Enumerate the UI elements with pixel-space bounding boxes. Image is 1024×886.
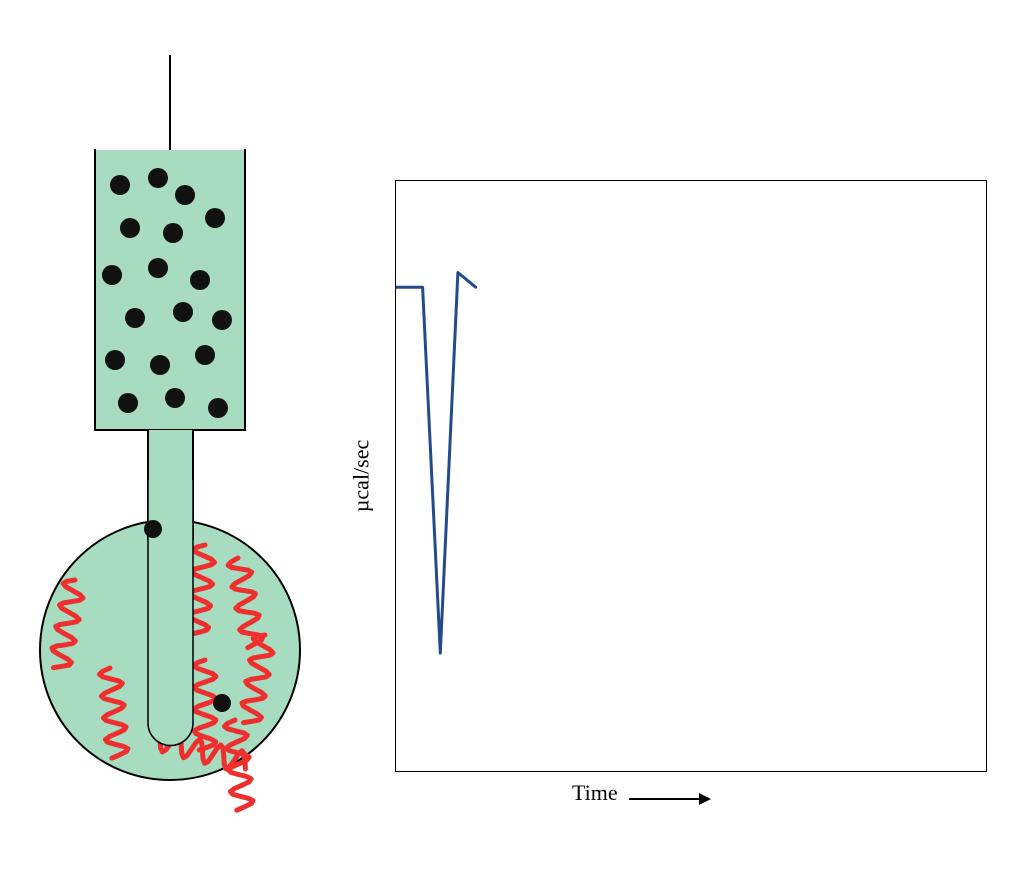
thermogram-chart	[395, 180, 987, 772]
x-axis-arrow	[623, 793, 711, 805]
x-axis-label-text: Time	[572, 780, 618, 805]
itc-apparatus	[0, 0, 360, 840]
thermogram-trace	[396, 181, 986, 771]
diagram-root: µcal/sec Time	[0, 0, 1024, 886]
x-axis-label: Time	[572, 780, 711, 806]
y-axis-label: µcal/sec	[348, 440, 374, 513]
